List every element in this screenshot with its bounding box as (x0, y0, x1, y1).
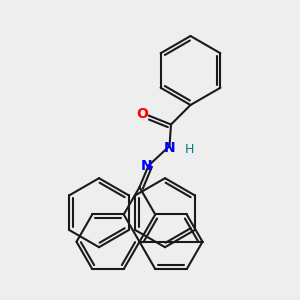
Text: N: N (164, 141, 175, 154)
Text: O: O (136, 107, 148, 121)
Text: H: H (184, 143, 194, 156)
Text: N: N (141, 160, 153, 173)
